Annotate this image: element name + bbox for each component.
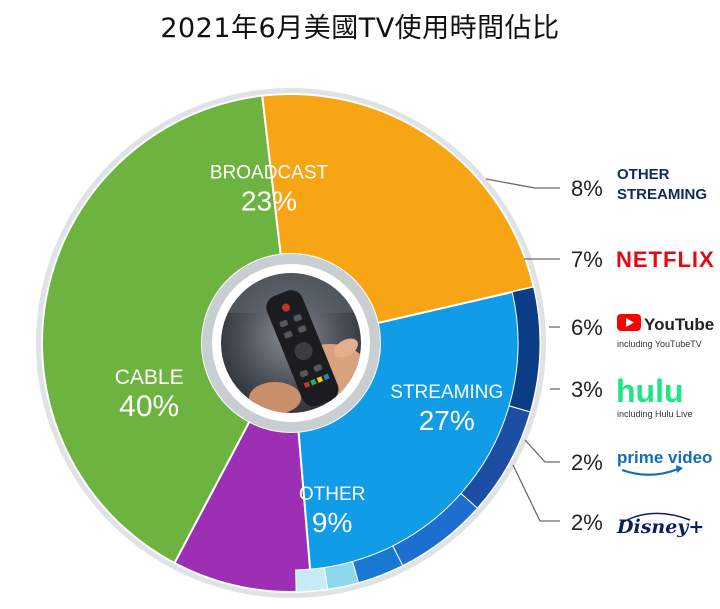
youtube-wordmark: YouTube xyxy=(644,315,714,334)
netflix-logo: NETFLIX xyxy=(616,247,715,272)
legend-other-streaming-line1: OTHER xyxy=(617,166,670,183)
subarc-disney xyxy=(295,566,329,593)
prime-video-logo: prime video xyxy=(617,448,712,467)
youtube-logo: YouTube xyxy=(617,314,714,334)
slice-cable xyxy=(41,94,293,565)
chart-title: 2021年6月美國TV使用時間佔比 xyxy=(160,13,560,44)
pct-netflix: 7% xyxy=(571,247,603,272)
pct-hulu: 3% xyxy=(571,377,603,402)
hulu-sub: including Hulu Live xyxy=(617,409,693,419)
pct-youtube: 6% xyxy=(571,315,603,340)
remote-icon xyxy=(266,290,339,407)
pct-other-streaming: 8% xyxy=(571,176,603,201)
slice-pct-streaming: 27% xyxy=(419,405,475,436)
slice-pct-other: 9% xyxy=(312,507,352,538)
youtube-sub: including YouTubeTV xyxy=(617,339,702,349)
slice-pct-cable: 40% xyxy=(119,390,179,423)
hulu-logo: hulu xyxy=(616,373,684,409)
slice-name-cable: CABLE xyxy=(115,366,184,389)
slice-name-other: OTHER xyxy=(299,484,366,505)
slice-name-streaming: STREAMING xyxy=(390,382,503,403)
legend-connectors xyxy=(485,178,560,522)
center-ring xyxy=(202,254,380,432)
pct-disney-plus: 2% xyxy=(571,510,603,535)
disney-arc-icon xyxy=(619,512,691,525)
pct-prime-video: 2% xyxy=(571,450,603,475)
slice-name-broadcast: BROADCAST xyxy=(210,163,329,184)
prime-smile-icon xyxy=(621,467,679,476)
slice-pct-broadcast: 23% xyxy=(241,186,297,217)
legend-other-streaming-line2: STREAMING xyxy=(617,186,707,203)
disney-plus-logo: Disney+ xyxy=(616,516,704,538)
streaming-breakdown-ring xyxy=(295,286,541,593)
legend: 8% 7% 6% 3% 2% 2% OTHER STREAMING NETFLI… xyxy=(571,166,715,538)
